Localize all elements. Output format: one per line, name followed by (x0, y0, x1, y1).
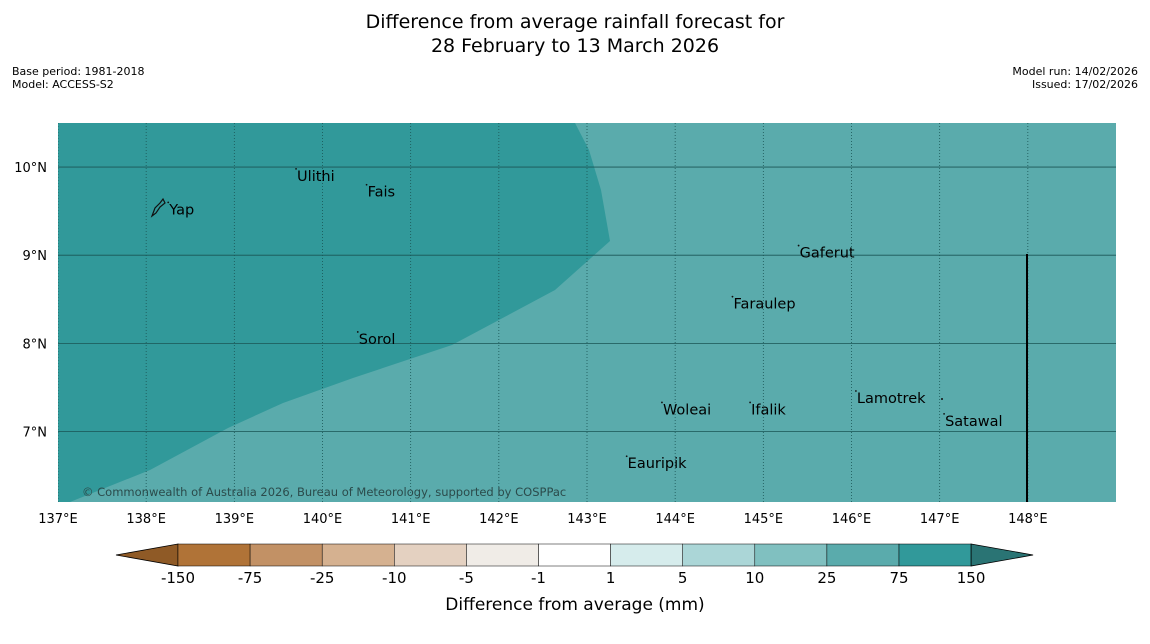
lon-tick-label: 140°E (303, 512, 343, 527)
place-labels: Yap Ulithi Fais Gaferut Faraulep Sorol Lamotre… (167, 167, 1003, 472)
lon-tick-label: 145°E (744, 512, 784, 527)
place-marker (356, 331, 359, 333)
place-marker (295, 167, 297, 170)
colorbar-extend-high (970, 543, 1034, 567)
lon-tick-label: 139°E (215, 512, 255, 527)
colorbar-segment (754, 543, 828, 567)
place-label-ifalik: Ifalik (751, 402, 786, 418)
lon-tick-label: 137°E (38, 512, 78, 527)
colorbar-extend-low (115, 543, 179, 567)
colorbar-tick-label: -1 (531, 569, 546, 587)
colorbar-segment (826, 543, 900, 567)
colorbar-tick-label: -10 (382, 569, 407, 587)
colorbar-segment (394, 543, 467, 567)
lon-tick-label: 147°E (920, 512, 960, 527)
base-period-text: Base period: 1981-2018 (12, 65, 145, 78)
band-75-150 (58, 123, 610, 502)
issued-text: Issued: 17/02/2026 (1031, 78, 1138, 91)
colorbar-tick-label: 25 (817, 569, 836, 587)
place-label-fais: Fais (368, 185, 395, 201)
lon-tick-label: 146°E (832, 512, 872, 527)
colorbar-tick-label: 75 (889, 569, 908, 587)
lat-tick-label: 10°N (14, 161, 47, 176)
lon-tick-label: 138°E (126, 512, 166, 527)
place-marker (365, 183, 368, 186)
colorbar-segment (466, 543, 539, 567)
place-label-sorol: Sorol (359, 332, 396, 348)
colorbar-segment (321, 543, 395, 567)
place-label-woleai: Woleai (663, 402, 711, 418)
lon-tick-label: 143°E (567, 512, 607, 527)
place-label-faraulep: Faraulep (733, 297, 795, 313)
place-marker (731, 295, 734, 298)
title-line-2: 28 February to 13 March 2026 (430, 35, 720, 57)
lat-tick-label: 8°N (23, 337, 48, 352)
colorbar-segment (249, 543, 323, 567)
lat-tick-label: 9°N (23, 249, 48, 264)
place-marker (661, 401, 663, 404)
place-marker (167, 201, 170, 204)
colorbar-tick-label: 150 (957, 569, 986, 587)
colorbar-tick-label: -150 (161, 569, 195, 587)
lon-tick-label: 141°E (391, 512, 431, 527)
title-line-1: Difference from average rainfall forecas… (365, 11, 785, 33)
colorbar-segment (610, 543, 683, 567)
place-marker (625, 455, 628, 458)
colorbar-tick-label: -25 (310, 569, 335, 587)
model-run-text: Model run: 14/02/2026 (1012, 65, 1138, 78)
axis-labels: 137°E 138°E 139°E 140°E 141°E 142°E 143°E 144°E… (14, 161, 1047, 527)
meta-left: Base period: 1981-2018 Model: ACCESS-S2 (12, 65, 144, 91)
colorbar-tick-label: 5 (678, 569, 688, 587)
colorbar-tick-label: 10 (745, 569, 764, 587)
colorbar-title: Difference from average (mm) (445, 595, 704, 615)
copyright-notice: © Commonwealth of Australia 2026, Bureau… (82, 485, 566, 499)
place-marker (943, 413, 945, 415)
place-label-ulithi: Ulithi (297, 169, 335, 185)
colorbar-tick-label: -75 (238, 569, 263, 587)
colorbar-segment (177, 543, 251, 567)
map-title: Difference from average rainfall forecas… (0, 10, 1150, 58)
model-text: Model: ACCESS-S2 (12, 78, 114, 91)
yap-island-outline (150, 197, 166, 218)
colorbar-segment (538, 543, 611, 567)
place-label-lamotrek: Lamotrek (857, 391, 926, 407)
islet-marker (941, 398, 943, 400)
place-label-gaferut: Gaferut (800, 246, 855, 262)
lon-tick-label: 142°E (479, 512, 519, 527)
place-label-satawal: Satawal (945, 414, 1002, 430)
colorbar-segment (682, 543, 756, 567)
colorbar: -150 -75 -25 -10 -5 -1 1 5 10 25 75 150 (115, 543, 1034, 587)
lon-tick-label: 144°E (655, 512, 695, 527)
colorbar-tick-label: 1 (606, 569, 616, 587)
colorbar-tick-label: -5 (459, 569, 474, 587)
meta-right: Model run: 14/02/2026 Issued: 17/02/2026 (1012, 65, 1138, 91)
graticule (58, 123, 1116, 502)
colorbar-segment (898, 543, 972, 567)
lon-tick-label: 148°E (1008, 512, 1048, 527)
place-marker (797, 244, 800, 247)
place-label-eauripik: Eauripik (628, 456, 687, 472)
place-marker (855, 390, 857, 392)
place-label-yap: Yap (168, 202, 194, 218)
place-marker (749, 401, 752, 404)
lat-tick-label: 7°N (23, 425, 48, 440)
